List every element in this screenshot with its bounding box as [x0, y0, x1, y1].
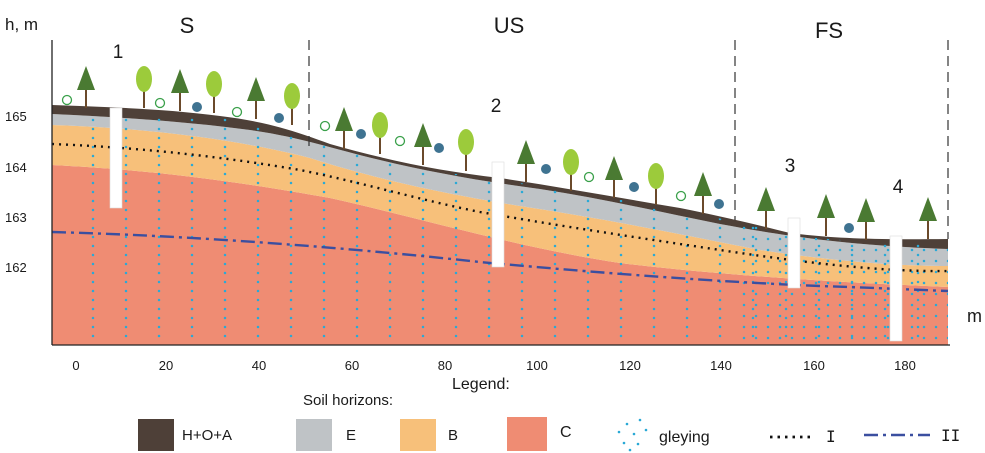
conifer-tree-icon	[857, 198, 875, 222]
legend-swatch-b	[400, 419, 436, 451]
y-tick-162: 162	[5, 260, 27, 275]
legend-label-line-I: I	[826, 427, 836, 446]
legend-subtitle: Soil horizons:	[303, 392, 393, 409]
dark-circle-marker-icon	[714, 199, 724, 209]
legend: Legend: Soil horizons: H+O+A E B C gleyi…	[138, 376, 960, 452]
legend-label-h-o-a: H+O+A	[182, 427, 232, 444]
x-tick-20: 20	[159, 358, 173, 373]
profile-labels: 1 2 3 4	[113, 42, 904, 198]
conifer-tree-icon	[757, 187, 775, 211]
conifer-tree-icon	[77, 66, 95, 90]
open-circle-marker-icon	[394, 135, 406, 147]
dark-circle-marker-icon	[192, 102, 202, 112]
open-circle-marker-icon	[231, 106, 243, 118]
legend-label-gleying: gleying	[659, 429, 710, 446]
dark-circle-marker-icon	[541, 164, 551, 174]
profile-label-4: 4	[893, 177, 904, 198]
conifer-tree-icon	[171, 69, 189, 93]
pit-4	[889, 235, 903, 342]
zone-label-fs: FS	[815, 18, 843, 43]
legend-swatch-c	[507, 417, 547, 451]
dark-circle-marker-icon	[356, 129, 366, 139]
deciduous-tree-icon	[648, 163, 664, 189]
profile-pits	[109, 107, 903, 342]
legend-label-b: B	[448, 427, 458, 444]
x-tick-0: 0	[72, 358, 79, 373]
dark-circle-marker-icon	[274, 113, 284, 123]
deciduous-tree-icon	[458, 129, 474, 155]
x-tick-120: 120	[619, 358, 641, 373]
x-tick-40: 40	[252, 358, 266, 373]
conifer-tree-icon	[605, 156, 623, 180]
profile-label-1: 1	[113, 42, 124, 63]
legend-swatch-h-o-a	[138, 419, 174, 451]
legend-label-line-II: II	[941, 426, 960, 445]
dark-circle-marker-icon	[844, 223, 854, 233]
zone-label-us: US	[494, 13, 525, 38]
conifer-tree-icon	[517, 140, 535, 164]
legend-title: Legend:	[452, 376, 510, 393]
x-axis-label: m	[967, 306, 982, 326]
x-tick-60: 60	[345, 358, 359, 373]
pit-1	[109, 107, 123, 209]
profile-label-2: 2	[491, 96, 502, 117]
y-tick-labels: 165 164 163 162	[5, 109, 27, 275]
deciduous-tree-icon	[136, 66, 152, 92]
x-tick-100: 100	[526, 358, 548, 373]
legend-label-c: C	[560, 424, 572, 441]
y-axis-label: h, m	[5, 15, 38, 34]
zone-boundaries	[308, 40, 949, 239]
dark-circle-marker-icon	[629, 182, 639, 192]
y-tick-165: 165	[5, 109, 27, 124]
legend-gleying-symbol	[617, 418, 648, 452]
conifer-tree-icon	[919, 197, 937, 221]
y-tick-164: 164	[5, 160, 27, 175]
x-tick-labels: 0 20 40 60 80 100 120 140 160 180	[72, 358, 915, 373]
pit-3	[787, 217, 801, 289]
x-tick-160: 160	[803, 358, 825, 373]
open-circle-marker-icon	[583, 171, 595, 183]
x-tick-80: 80	[438, 358, 452, 373]
open-circle-marker-icon	[154, 97, 166, 109]
zone-label-s: S	[180, 13, 195, 38]
conifer-tree-icon	[247, 77, 265, 101]
x-tick-180: 180	[894, 358, 916, 373]
line-II	[51, 230, 949, 293]
pit-2	[491, 161, 505, 268]
conifer-tree-icon	[694, 172, 712, 196]
legend-swatch-e	[296, 419, 332, 451]
open-circle-marker-icon	[319, 120, 331, 132]
open-circle-marker-icon	[61, 94, 73, 106]
dark-circle-marker-icon	[434, 143, 444, 153]
deciduous-tree-icon	[284, 83, 300, 109]
open-circle-marker-icon	[675, 190, 687, 202]
deciduous-tree-icon	[372, 112, 388, 138]
conifer-tree-icon	[335, 107, 353, 131]
vegetation	[61, 66, 937, 240]
y-tick-163: 163	[5, 210, 27, 225]
deciduous-tree-icon	[206, 71, 222, 97]
x-tick-140: 140	[710, 358, 732, 373]
profile-label-3: 3	[785, 156, 796, 177]
conifer-tree-icon	[817, 194, 835, 218]
legend-label-e: E	[346, 427, 356, 444]
zone-labels: S US FS	[180, 13, 843, 43]
deciduous-tree-icon	[563, 149, 579, 175]
conifer-tree-icon	[414, 123, 432, 147]
